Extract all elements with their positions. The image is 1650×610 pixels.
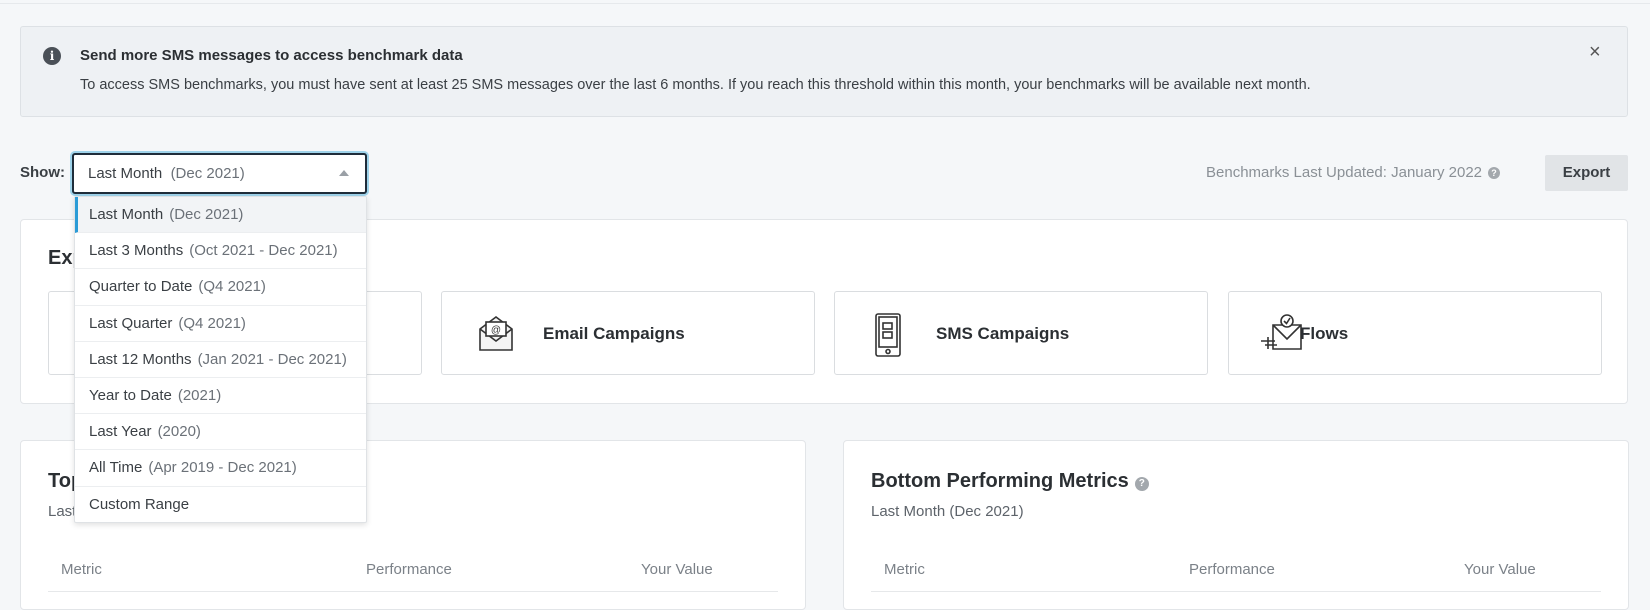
- bottom-subtitle: Last Month (Dec 2021): [871, 503, 1024, 520]
- bottom-performing-card: Bottom Performing Metrics? Last Month (D…: [843, 440, 1629, 610]
- bottom-title: Bottom Performing Metrics?: [871, 470, 1149, 493]
- option-label: Custom Range: [89, 495, 190, 513]
- option-label: Last Year: [89, 423, 152, 441]
- menu-option[interactable]: Year to Date (2021): [75, 378, 366, 415]
- option-label: All Time: [89, 459, 143, 477]
- bottom-title-text: Bottom Performing Metrics: [871, 470, 1129, 492]
- option-label: Last Month: [89, 206, 164, 223]
- menu-option[interactable]: Last Month (Dec 2021): [75, 197, 366, 234]
- benchmarks-updated: Benchmarks Last Updated: January 2022?: [1206, 164, 1500, 181]
- top-subtitle: Last: [48, 503, 77, 520]
- svg-text:@: @: [491, 325, 501, 336]
- menu-option[interactable]: Last 3 Months (Oct 2021 - Dec 2021): [75, 233, 366, 270]
- close-icon[interactable]: ×: [1589, 41, 1601, 63]
- info-icon: i: [43, 47, 61, 65]
- option-range: (Q4 2021): [178, 314, 246, 332]
- menu-option[interactable]: Last 12 Months (Jan 2021 - Dec 2021): [75, 342, 366, 378]
- updated-text: Benchmarks Last Updated: January 2022: [1206, 164, 1482, 181]
- tile-label: SMS Campaigns: [936, 324, 1070, 343]
- option-range: (2021): [177, 386, 222, 404]
- date-range-menu: Last Month (Dec 2021) Last 3 Months (Oct 20…: [74, 196, 367, 523]
- menu-option[interactable]: All Time (Apr 2019 - Dec 2021): [75, 450, 366, 487]
- menu-option[interactable]: Custom Range: [75, 487, 366, 523]
- tile-sms-campaigns[interactable]: SMS Campaigns: [834, 291, 1208, 375]
- show-label: Show:: [20, 164, 65, 181]
- selected-value: Last Month: [88, 165, 163, 182]
- help-icon[interactable]: ?: [1134, 477, 1149, 491]
- menu-option[interactable]: Last Year (2020): [75, 414, 366, 451]
- col-your-value: Your Value: [641, 561, 713, 578]
- option-range: (Dec 2021): [169, 206, 244, 223]
- col-metric: Metric: [61, 561, 102, 578]
- selected-sub: (Dec 2021): [170, 165, 245, 182]
- option-range: (Q4 2021): [198, 278, 266, 296]
- tile-flows[interactable]: Flows: [1228, 291, 1602, 375]
- col-performance: Performance: [1189, 561, 1275, 578]
- banner-title: Send more SMS messages to access benchma…: [80, 47, 463, 64]
- tile-email-campaigns[interactable]: @ Email Campaigns: [441, 291, 815, 375]
- option-range: (Oct 2021 - Dec 2021): [189, 242, 338, 260]
- help-icon[interactable]: ?: [1488, 167, 1500, 179]
- option-range: (Jan 2021 - Dec 2021): [197, 350, 347, 368]
- flows-icon: [1261, 314, 1302, 350]
- col-your-value: Your Value: [1464, 561, 1536, 578]
- phone-icon: [875, 313, 901, 357]
- col-metric: Metric: [884, 561, 925, 578]
- option-label: Last Quarter: [89, 314, 173, 332]
- option-label: Last 3 Months: [89, 242, 184, 260]
- tile-label: Email Campaigns: [543, 324, 685, 343]
- caret-up-icon: [339, 170, 349, 176]
- option-range: (2020): [157, 423, 201, 441]
- top-bar: [0, 0, 1650, 4]
- email-icon: @: [479, 316, 513, 351]
- option-label: Last 12 Months: [89, 350, 192, 368]
- date-range-select[interactable]: Last Month (Dec 2021): [72, 153, 367, 194]
- tile-label: Flows: [1300, 324, 1349, 343]
- option-range: (Apr 2019 - Dec 2021): [148, 459, 297, 477]
- col-performance: Performance: [366, 561, 452, 578]
- option-label: Quarter to Date: [89, 278, 193, 296]
- divider: [871, 591, 1601, 592]
- export-button[interactable]: Export: [1545, 155, 1628, 191]
- sms-benchmark-banner: i Send more SMS messages to access bench…: [20, 26, 1628, 117]
- divider: [48, 591, 778, 592]
- menu-option[interactable]: Last Quarter (Q4 2021): [75, 306, 366, 342]
- menu-option[interactable]: Quarter to Date (Q4 2021): [75, 269, 366, 306]
- banner-body: To access SMS benchmarks, you must have …: [80, 77, 1311, 93]
- option-label: Year to Date: [89, 386, 172, 404]
